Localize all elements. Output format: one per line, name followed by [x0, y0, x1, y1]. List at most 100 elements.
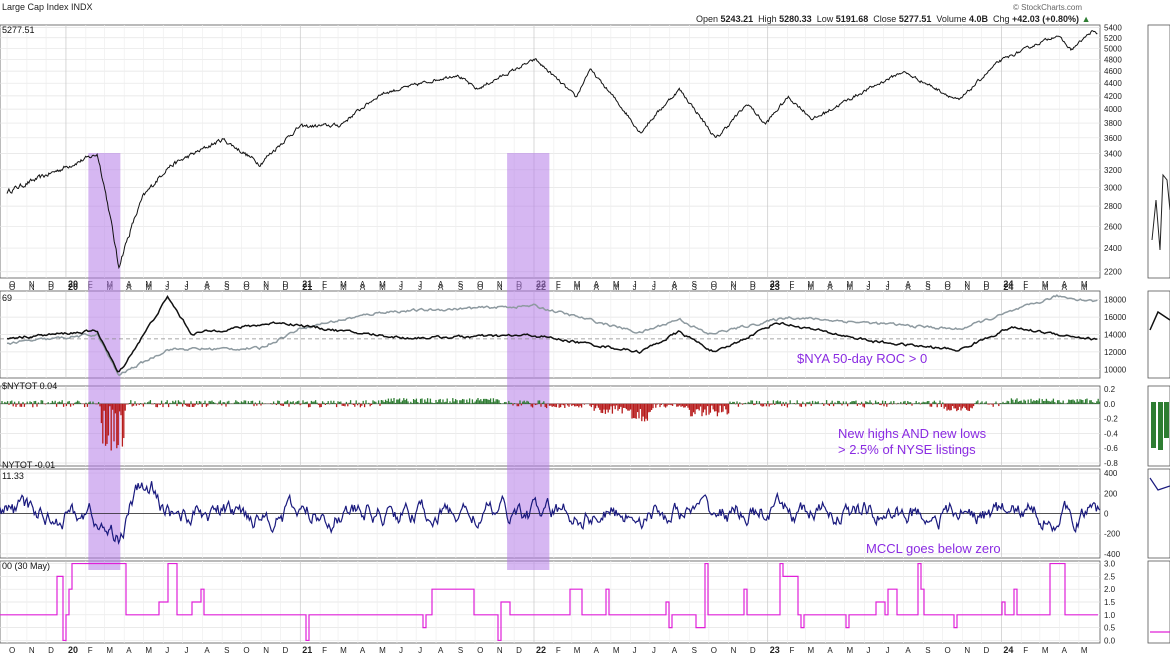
annotation-mccl: MCCL goes below zero [866, 541, 1001, 556]
x-tick-label: M [574, 280, 581, 289]
signal-y-tick-label: 2.5 [1104, 572, 1116, 581]
highlight-band [507, 153, 550, 570]
x-tick-label: F [790, 646, 795, 655]
x-tick-label: J [866, 283, 870, 292]
mccl-y-tick-label: -200 [1104, 530, 1121, 539]
x-tick-label: A [204, 283, 210, 292]
x-tick-label: A [360, 646, 366, 655]
x-tick-label: M [807, 280, 814, 289]
x-tick-label: A [905, 283, 911, 292]
x-tick-label: N [731, 280, 737, 289]
x-tick-label: N [29, 283, 35, 292]
x-tick-label: F [790, 280, 795, 289]
price-y-tick-label: 5200 [1104, 34, 1122, 43]
signal-y-tick-label: 0.0 [1104, 636, 1116, 645]
x-tick-label: A [204, 280, 210, 289]
x-tick-label: F [322, 280, 327, 289]
side-bar-fragment [1151, 402, 1156, 448]
x-tick-label: M [847, 646, 854, 655]
x-tick-label: D [750, 280, 756, 289]
price-y-tick-label: 4800 [1104, 56, 1122, 65]
x-tick-label: A [827, 646, 833, 655]
x-tick-label: S [458, 646, 463, 655]
side-nya-fragment [1149, 310, 1170, 331]
price-y-tick-label: 3000 [1104, 183, 1122, 192]
x-tick-label: A [672, 646, 678, 655]
x-tick-label: O [477, 646, 483, 655]
x-tick-label: A [827, 283, 833, 292]
x-tick-label: O [243, 280, 249, 289]
panel4-title-a: NYTOT -0.01 [2, 460, 56, 470]
x-tick-label: M [1042, 646, 1049, 655]
price-y-tick-label: 4200 [1104, 92, 1122, 101]
x-tick-label: A [126, 283, 132, 292]
x-tick-label: M [613, 283, 620, 292]
x-tick-label: J [633, 283, 637, 292]
x-tick-label: J [184, 283, 188, 292]
x-tick-label: M [1042, 283, 1049, 292]
nytot-y-tick-label: -0.2 [1104, 415, 1118, 424]
x-tick-label: 21 [302, 645, 312, 655]
x-tick-label: J [633, 280, 637, 289]
x-tick-label: J [418, 646, 422, 655]
x-tick-label: D [750, 283, 756, 292]
x-tick-label: O [944, 283, 950, 292]
x-tick-label: M [379, 283, 386, 292]
signal-line [0, 562, 1098, 642]
low-value: 5191.68 [835, 14, 869, 24]
x-tick-label: 24 [1003, 279, 1013, 289]
x-tick-label: M [1042, 280, 1049, 289]
mccl-y-tick-label: -400 [1104, 550, 1121, 559]
x-tick-label: 24 [1003, 282, 1013, 292]
signal-y-tick-label: 2.0 [1104, 585, 1116, 594]
x-tick-label: A [126, 280, 132, 289]
x-tick-label: A [204, 646, 210, 655]
x-tick-label: O [477, 280, 483, 289]
x-tick-label: J [866, 646, 870, 655]
x-tick-label: J [399, 280, 403, 289]
x-tick-label: N [263, 283, 269, 292]
signal-y-tick-label: 0.5 [1104, 624, 1116, 633]
price-y-tick-label: 2400 [1104, 244, 1122, 253]
x-tick-label: A [827, 280, 833, 289]
x-tick-label: A [360, 280, 366, 289]
x-tick-label: 21 [302, 282, 312, 292]
price-y-tick-label: 3600 [1104, 134, 1122, 143]
x-tick-label: N [29, 280, 35, 289]
x-tick-label: F [322, 283, 327, 292]
x-tick-label: D [48, 280, 54, 289]
x-tick-label: O [944, 280, 950, 289]
price-y-tick-label: 4400 [1104, 79, 1122, 88]
high-value: 5280.33 [779, 14, 812, 24]
nya-black-line [6, 294, 1098, 373]
x-tick-label: S [224, 283, 229, 292]
side-mccl-fragment [1149, 477, 1170, 491]
x-tick-label: M [1081, 283, 1088, 292]
x-tick-label: D [984, 283, 990, 292]
x-tick-label: M [1081, 646, 1088, 655]
signal-y-tick-label: 1.0 [1104, 611, 1116, 620]
x-tick-label: S [925, 646, 930, 655]
x-tick-label: O [711, 283, 717, 292]
price-y-tick-label: 2200 [1104, 268, 1122, 277]
x-tick-label: N [964, 283, 970, 292]
x-tick-label: F [556, 280, 561, 289]
x-tick-label: M [340, 646, 347, 655]
up-arrow-icon: ▲ [1081, 14, 1091, 24]
x-tick-label: A [672, 280, 678, 289]
ohlc-readout: Open 5243.21 High 5280.33 Low 5191.68 Cl… [696, 14, 1091, 24]
x-tick-label: 22 [536, 645, 546, 655]
x-tick-label: N [497, 280, 503, 289]
panel4-title-b: 11.33 [2, 471, 24, 481]
x-tick-label: F [556, 646, 561, 655]
x-tick-label: M [807, 646, 814, 655]
x-tick-label: D [282, 280, 288, 289]
x-tick-label: A [438, 283, 444, 292]
nya-side-panel-frame [1147, 290, 1170, 379]
mccl-side-panel-frame [1147, 468, 1170, 559]
nytot-y-tick-label: 0.0 [1104, 400, 1116, 409]
x-tick-label: 23 [770, 645, 780, 655]
x-tick-label: J [184, 280, 188, 289]
x-tick-label: J [399, 283, 403, 292]
